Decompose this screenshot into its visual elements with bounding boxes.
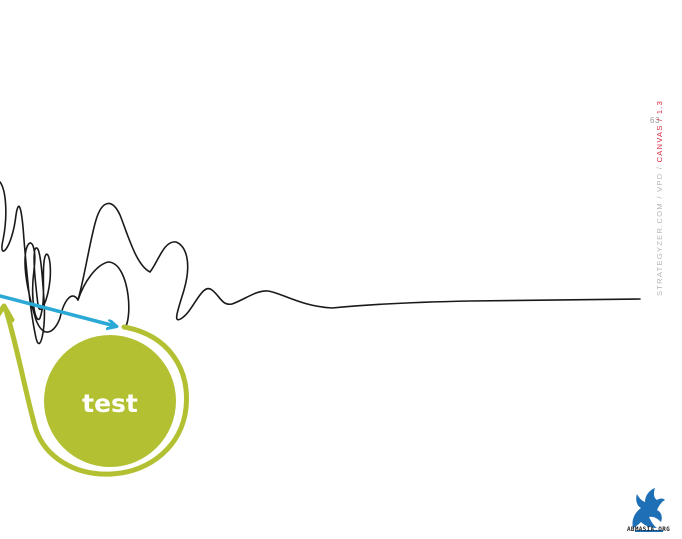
- page-number: 63: [650, 116, 660, 125]
- arrow-to-test: [0, 294, 115, 326]
- breadcrumb: STRATEGYZER.COM / VPD / CANVAS / 1.3: [655, 100, 664, 296]
- test-label: test: [82, 389, 138, 418]
- logo-text: ABMASIA.ORG: [627, 526, 671, 533]
- scribble-loop: [77, 261, 130, 327]
- eagle-logo-icon: [632, 488, 665, 532]
- breadcrumb-prefix: STRATEGYZER.COM / VPD /: [655, 162, 664, 296]
- scribble-line: [0, 181, 641, 345]
- arrow-head-icon: [0, 303, 15, 323]
- feedback-arc: [3, 307, 189, 477]
- breadcrumb-active: CANVAS / 1.3: [655, 99, 664, 163]
- test-bubble: [44, 335, 176, 467]
